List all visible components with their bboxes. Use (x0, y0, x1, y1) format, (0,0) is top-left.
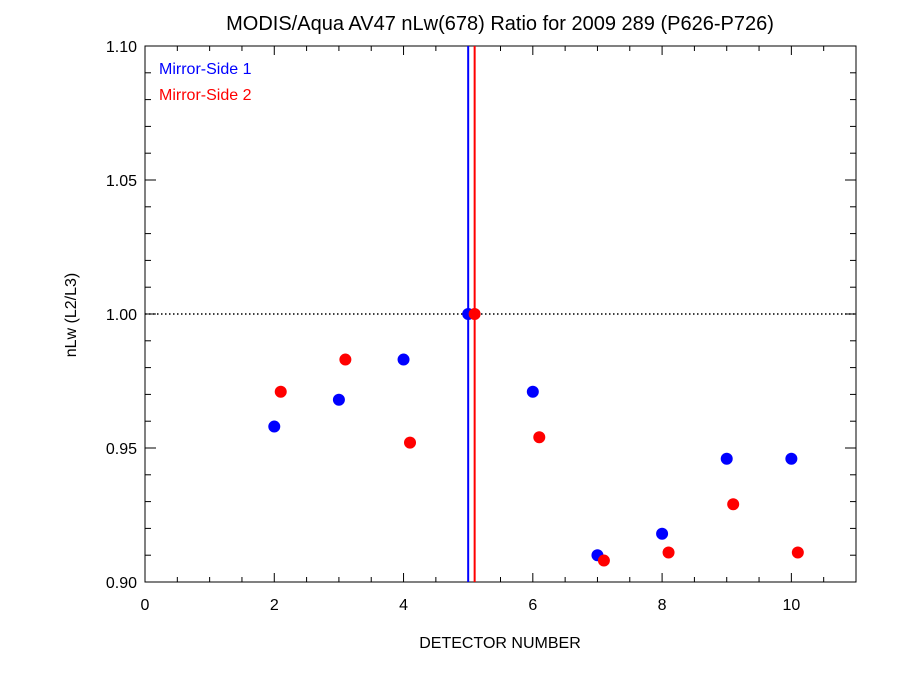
plot-area: 0 2 4 6 8 10 0.90 0.95 1.00 1.05 1.10 (106, 39, 857, 614)
legend: Mirror-Side 1 Mirror-Side 2 (159, 61, 252, 104)
legend-entry-series-1: Mirror-Side 1 (159, 61, 252, 78)
data-point-series-1 (332, 393, 345, 406)
data-point-series-1 (656, 527, 669, 540)
x-tick-label: 2 (270, 597, 279, 614)
x-axis-label: DETECTOR NUMBER (419, 635, 581, 652)
data-point-series-2 (533, 431, 546, 444)
x-tick-label: 10 (782, 597, 800, 614)
data-point-series-2 (662, 546, 675, 559)
data-point-series-2 (597, 554, 610, 567)
x-tick-label: 6 (528, 597, 537, 614)
y-tick-label: 0.95 (106, 441, 137, 458)
x-tick-label: 8 (658, 597, 667, 614)
data-point-series-2 (727, 498, 740, 511)
x-tick-label: 4 (399, 597, 408, 614)
legend-entry-series-2: Mirror-Side 2 (159, 87, 252, 104)
data-point-series-2 (274, 385, 287, 398)
chart-title: MODIS/Aqua AV47 nLw(678) Ratio for 2009 … (226, 13, 774, 35)
y-tick-label: 1.00 (106, 307, 137, 324)
y-tick-label: 0.90 (106, 575, 137, 592)
data-point-series-2 (791, 546, 804, 559)
data-point-series-2 (468, 308, 481, 320)
y-tick-label: 1.05 (106, 173, 137, 190)
y-axis-label: nLw (L2/L3) (63, 273, 80, 358)
x-tick-label: 0 (141, 597, 150, 614)
data-point-series-1 (785, 452, 798, 465)
data-point-series-2 (339, 353, 352, 366)
data-point-series-1 (720, 452, 733, 465)
data-point-series-2 (404, 436, 417, 449)
data-point-series-1 (526, 385, 539, 398)
data-point-series-1 (268, 420, 281, 433)
y-tick-label: 1.10 (106, 39, 137, 56)
data-point-series-1 (397, 353, 410, 366)
